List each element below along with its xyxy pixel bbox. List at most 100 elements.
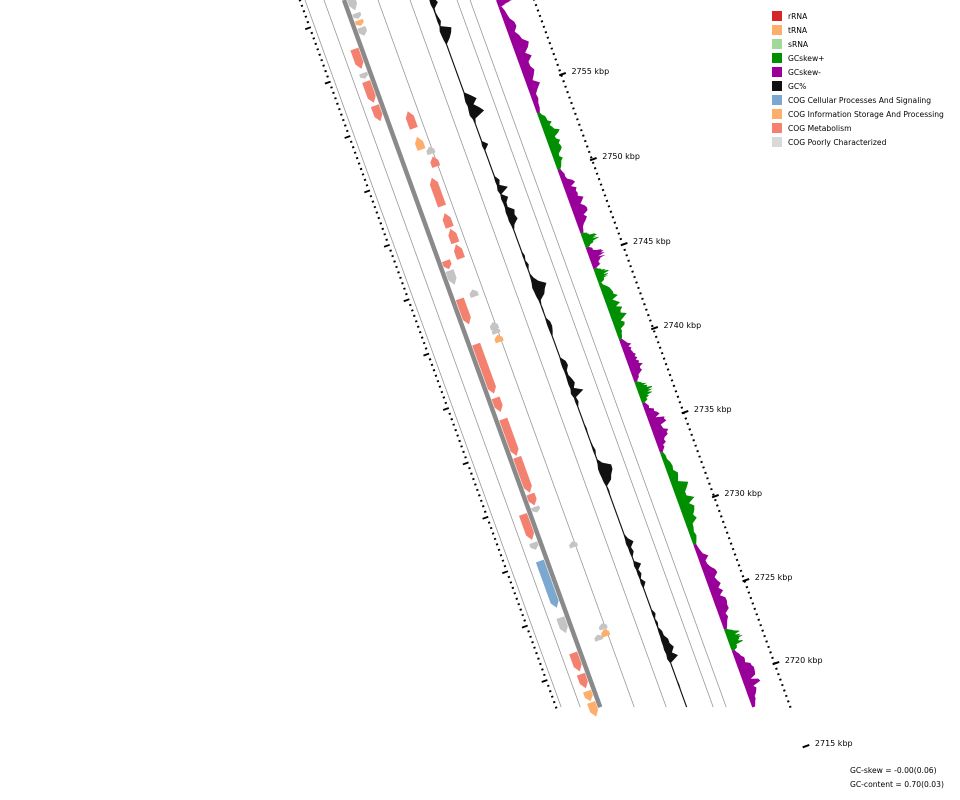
inner-ruler-tick-81 — [458, 439, 461, 443]
gene-feature-24 — [491, 396, 503, 413]
ruler-tick-127 — [782, 689, 786, 692]
ruler-tick-35 — [601, 188, 605, 192]
major-tick-8 — [802, 744, 810, 749]
inner-ruler-tick-124 — [543, 673, 546, 677]
ruler-tick-73 — [676, 395, 680, 398]
ruler-tick-20 — [572, 107, 575, 110]
inner-ruler-tick-64 — [424, 347, 428, 350]
inner-ruler-tick-43 — [383, 233, 387, 236]
gene-feature-36 — [594, 634, 604, 642]
ruler-tick-19 — [570, 101, 573, 105]
gene-feature-15 — [453, 244, 465, 260]
legend-swatch-trna — [772, 25, 782, 35]
ruler-tick-63 — [656, 341, 660, 344]
inner-ruler-tick-31 — [359, 167, 363, 171]
ruler-tick-27 — [585, 145, 589, 148]
legend-label-gcskew-pos: GCskew+ — [788, 53, 825, 63]
inner-ruler-tick-47 — [391, 254, 394, 258]
legend-swatch-rrna — [772, 11, 782, 21]
inner-ruler-tick-105 — [501, 570, 509, 575]
ruler-tick-32 — [595, 172, 599, 175]
ruler-tick-79 — [688, 428, 692, 431]
ruler-tick-104 — [737, 564, 741, 567]
ruler-tick-103 — [735, 558, 739, 562]
inner-ruler-tick-65 — [423, 352, 430, 357]
inner-ruler-tick-6 — [310, 31, 314, 35]
legend-item-cog-cellular: COG Cellular Processes And Signaling — [772, 93, 944, 107]
track-line-2 — [377, 0, 635, 708]
legend-swatch-gc — [772, 81, 782, 91]
ruler-tick-34 — [599, 183, 603, 186]
legend-label-cog-metabolism: COG Metabolism — [788, 123, 852, 133]
inner-ruler-tick-26 — [349, 140, 353, 144]
tick-label-2745: 2745 kbp — [633, 237, 671, 246]
inner-ruler-tick-61 — [418, 330, 422, 334]
gc-skew-segment-1 — [498, 6, 540, 114]
ruler-tick-29 — [589, 156, 593, 159]
gc-skew-segment-13 — [724, 628, 743, 651]
gene-feature-35 — [601, 629, 611, 638]
inner-ruler-tick-115 — [521, 624, 528, 629]
inner-ruler-tick-129 — [552, 700, 556, 704]
ruler-tick-58 — [647, 313, 650, 317]
gene-features — [346, 0, 611, 717]
ruler-tick-14 — [560, 74, 563, 78]
track-line-1 — [323, 0, 581, 708]
ruler-tick-48 — [627, 259, 630, 262]
legend: rRNA tRNA sRNA GCskew+ GCskew- GC% COG C… — [772, 9, 944, 149]
inner-ruler-tick-48 — [393, 260, 396, 263]
ruler-tick-129 — [786, 700, 790, 703]
gc-skew-segment-0 — [496, 0, 512, 8]
ruler-tick-18 — [568, 96, 571, 99]
ruler-tick-123 — [775, 667, 778, 670]
inner-ruler-tick-49 — [395, 265, 398, 269]
ruler-tick-12 — [556, 63, 560, 67]
ruler-tick-78 — [686, 422, 690, 426]
inner-ruler-tick-4 — [306, 20, 310, 24]
legend-item-gcskew-pos: GCskew+ — [772, 51, 944, 65]
inner-ruler-tick-36 — [369, 194, 373, 198]
gene-feature-13 — [442, 213, 454, 229]
ruler-tick-44 — [619, 237, 623, 241]
inner-ruler-tick-40 — [377, 216, 381, 220]
gene-feature-11 — [430, 156, 441, 169]
ruler-tick-55 — [641, 297, 644, 301]
legend-label-cog-cellular: COG Cellular Processes And Signaling — [788, 95, 932, 105]
ruler-tick-74 — [678, 400, 682, 404]
ruler-tick-130 — [788, 705, 792, 709]
tick-label-2755: 2755 kbp — [571, 67, 609, 76]
inner-ruler-tick-62 — [420, 336, 424, 339]
ruler-tick-23 — [578, 123, 581, 126]
gene-feature-2 — [354, 18, 364, 26]
gc-skew-stat: GC-skew = -0.00(0.06) — [850, 766, 937, 775]
ruler-tick-61 — [652, 330, 656, 333]
inner-ruler-tick-9 — [316, 48, 320, 51]
gc-skew-segment-7 — [598, 282, 627, 340]
gene-feature-34 — [598, 623, 608, 631]
track-guide-lines — [304, 0, 727, 708]
gene-feature-29 — [518, 512, 535, 540]
legend-swatch-cog-metabolism — [772, 123, 782, 133]
ruler-tick-114 — [757, 618, 761, 621]
inner-ruler-tick-67 — [430, 363, 434, 367]
ruler-tick-8 — [548, 41, 552, 45]
inner-ruler-tick-83 — [462, 450, 465, 454]
ruler-tick-17 — [566, 90, 569, 94]
inner-ruler-tick-54 — [405, 292, 408, 296]
inner-ruler-tick-23 — [343, 124, 347, 127]
ruler-tick-121 — [771, 656, 774, 660]
gene-feature-0 — [346, 0, 358, 11]
inner-ruler-tick-22 — [341, 118, 345, 122]
ruler-tick-86 — [702, 466, 705, 469]
gene-feature-31 — [569, 541, 579, 549]
legend-item-cog-info: COG Information Storage And Processing — [772, 107, 944, 121]
ruler-tick-9 — [550, 47, 554, 50]
inner-ruler-tick-8 — [314, 42, 318, 46]
ruler-tick-50 — [631, 270, 634, 273]
ruler-tick-100 — [729, 542, 733, 545]
track-line-5 — [469, 0, 727, 708]
ruler-tick-124 — [777, 672, 780, 676]
inner-ruler-tick-27 — [351, 146, 355, 149]
inner-ruler-tick-120 — [535, 651, 538, 655]
ruler-tick-97 — [723, 526, 727, 529]
